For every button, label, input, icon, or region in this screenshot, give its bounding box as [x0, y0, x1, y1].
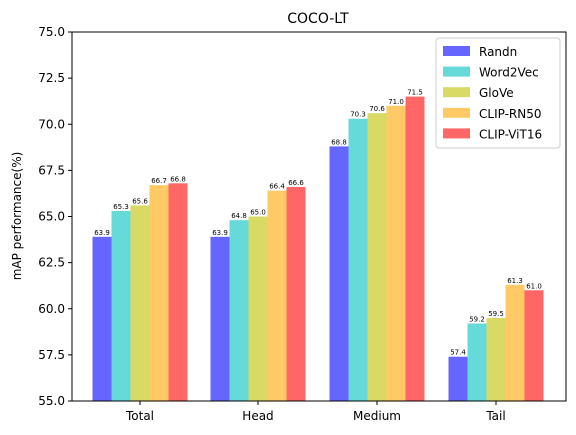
bar-glove-total	[130, 205, 150, 401]
bar-value-label: 57.4	[450, 349, 466, 357]
bar-randn-head	[210, 236, 230, 401]
bar-randn-medium	[329, 146, 349, 401]
legend-label: CLIP-RN50	[479, 107, 542, 121]
y-tick-label: 57.5	[38, 348, 65, 362]
bar-value-label: 63.9	[94, 229, 110, 237]
plot-frame	[71, 31, 567, 402]
plot-value-labels: 63.9 63.9 68.8 57.4 65.3 64.8 70.3 59.2 65.6 65.0…	[94, 89, 542, 357]
legend-label: Word2Vec	[479, 66, 539, 80]
bar-value-label: 63.9	[212, 229, 228, 237]
x-tick-label: Head	[242, 409, 273, 423]
bar-word2vec-head	[229, 220, 249, 401]
legend-label: GloVe	[479, 86, 514, 100]
legend: Randn Word2Vec GloVe CLIP-RN50 CLIP-ViT16	[435, 37, 561, 149]
bar-clip-rn50-total	[149, 185, 169, 401]
bar-clip-rn50-medium	[386, 105, 406, 402]
legend-swatch	[443, 107, 470, 118]
x-tick-label: Tail	[485, 409, 505, 423]
bar-clip-vit16-medium	[405, 96, 425, 401]
legend-swatch	[443, 46, 470, 56]
legend-label: Randn	[479, 45, 517, 59]
legend-box	[435, 37, 561, 149]
bar-value-label: 59.2	[469, 316, 485, 324]
y-tick-label: 65.0	[38, 210, 65, 224]
bar-value-label: 64.8	[231, 212, 247, 220]
bar-clip-vit16-total	[168, 183, 188, 401]
bar-value-label: 70.3	[350, 111, 366, 119]
series-word2vec	[111, 118, 487, 401]
bar-word2vec-tail	[467, 323, 487, 401]
bar-value-label: 65.0	[250, 209, 266, 217]
bar-clip-vit16-tail	[524, 290, 544, 401]
legend-swatch	[443, 66, 470, 77]
y-tick-label: 55.0	[38, 394, 65, 408]
bar-clip-vit16-head	[286, 186, 306, 401]
series-glove	[130, 113, 506, 402]
x-tick-label: Total	[125, 409, 154, 423]
bar-glove-medium	[367, 113, 387, 402]
chart-title: COCO-LT	[287, 11, 349, 27]
bar-value-label: 71.5	[407, 89, 423, 97]
bar-glove-tail	[486, 317, 506, 401]
plot-bars	[92, 96, 544, 402]
bar-word2vec-medium	[348, 118, 368, 401]
legend-label: CLIP-ViT16	[479, 127, 542, 141]
legend-swatch	[443, 87, 470, 98]
bar-value-label: 70.6	[369, 105, 385, 113]
bar-word2vec-total	[111, 210, 131, 401]
bar-value-label: 61.3	[507, 277, 523, 285]
bar-value-label: 65.3	[113, 203, 129, 211]
x-axis: Total Head Medium Tail	[125, 401, 506, 423]
bar-value-label: 66.6	[288, 179, 304, 187]
bar-value-label: 71.0	[388, 98, 404, 106]
bar-clip-rn50-head	[267, 190, 287, 401]
series-clip-vit16	[168, 96, 544, 401]
bar-value-label: 65.6	[132, 197, 148, 205]
bar-clip-rn50-tail	[505, 284, 525, 401]
y-axis-label: mAP performance(%)	[10, 152, 24, 281]
y-tick-label: 67.5	[38, 163, 65, 177]
y-tick-label: 62.5	[38, 256, 65, 270]
series-randn	[92, 146, 468, 401]
bar-value-label: 66.4	[269, 183, 285, 191]
y-tick-label: 75.0	[38, 25, 65, 39]
y-tick-label: 70.0	[38, 117, 65, 131]
legend-swatch	[443, 128, 470, 139]
bar-value-label: 68.8	[331, 138, 347, 146]
bar-randn-tail	[448, 356, 468, 401]
series-clip-rn50	[149, 105, 525, 402]
x-tick-label: Medium	[353, 409, 401, 423]
bar-value-label: 66.8	[170, 175, 186, 183]
bar-value-label: 59.5	[488, 310, 504, 318]
bar-value-label: 61.0	[526, 282, 542, 290]
y-tick-label: 72.5	[38, 71, 65, 85]
bar-glove-head	[248, 216, 268, 401]
y-axis: 55.0 57.5 60.0 62.5 65.0 67.5 70.0 72.5 75.0	[38, 25, 72, 408]
bar-randn-total	[92, 236, 112, 401]
bar-value-label: 66.7	[151, 177, 167, 185]
y-tick-label: 60.0	[38, 302, 65, 316]
